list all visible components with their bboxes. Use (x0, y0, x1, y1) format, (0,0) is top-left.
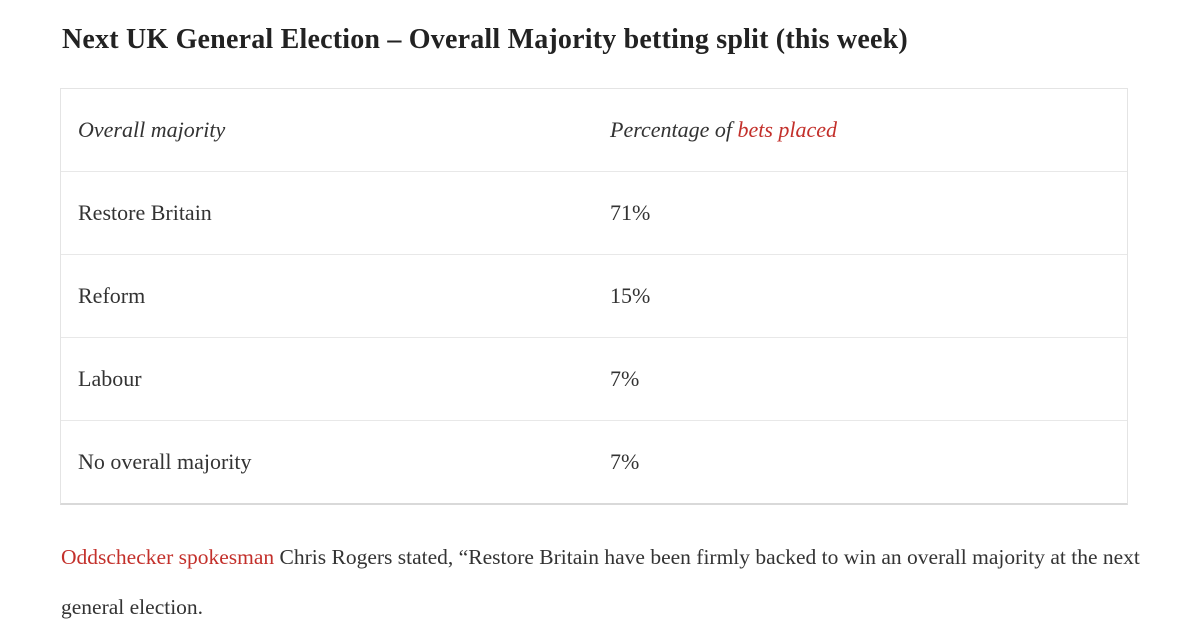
percentage-value: 7% (610, 366, 640, 391)
betting-split-table: Overall majority Percentage of bets plac… (60, 88, 1128, 505)
page-title: Next UK General Election – Overall Major… (62, 24, 908, 55)
table-row: No overall majority 7% (61, 420, 1127, 503)
table-row: Reform 15% (61, 254, 1127, 337)
column-header-percentage: Percentage of bets placed (610, 117, 1127, 143)
column-header-overall-majority: Overall majority (78, 117, 226, 142)
commentary-paragraph: Oddschecker spokesman Chris Rogers state… (61, 532, 1151, 632)
party-label: Labour (78, 366, 142, 391)
table-header-row: Overall majority Percentage of bets plac… (61, 89, 1127, 171)
party-label: Reform (78, 283, 146, 308)
oddschecker-spokesman-link[interactable]: Oddschecker spokesman (61, 545, 275, 569)
bets-placed-link[interactable]: bets placed (737, 117, 838, 142)
percentage-value: 71% (610, 200, 651, 225)
percentage-value: 15% (610, 283, 651, 308)
table-row: Restore Britain 71% (61, 171, 1127, 254)
party-label: No overall majority (78, 449, 252, 474)
percentage-of-label: Percentage of (610, 117, 738, 142)
party-label: Restore Britain (78, 200, 212, 225)
commentary-text: Chris Rogers stated, “Restore Britain ha… (61, 545, 1140, 619)
table-row: Labour 7% (61, 337, 1127, 420)
percentage-value: 7% (610, 449, 640, 474)
